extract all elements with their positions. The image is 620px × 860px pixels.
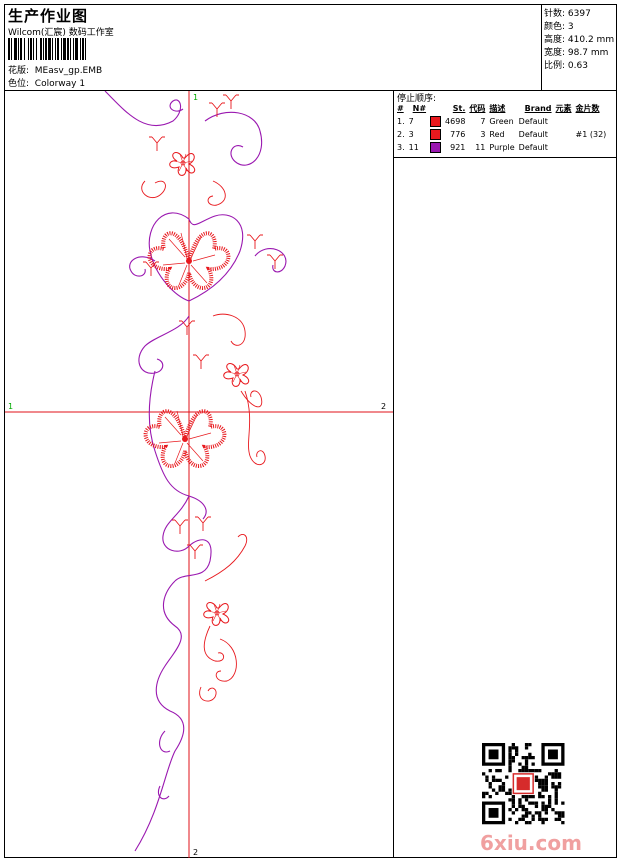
- col-description: 描述: [489, 104, 506, 113]
- main-divider: [393, 90, 394, 857]
- page-title: 生产作业图: [8, 7, 89, 25]
- design-file-label: 花版:: [8, 66, 30, 76]
- stat-scale: 比例: 0.63: [544, 58, 588, 71]
- sheet-header: 生产作业图 Wilcom(汇宸) 数码工作室 花版: MEasv_gp.EMB …: [5, 5, 616, 91]
- row-sequins: [574, 141, 609, 154]
- row-code: 3: [480, 130, 486, 139]
- qr-code: [482, 743, 565, 825]
- stop-sequence-title: 停止顺序:: [397, 94, 437, 104]
- flower-small-2: [223, 363, 250, 387]
- row-needle: 3: [408, 130, 414, 139]
- embroidery-preview: 1 1 2 2: [5, 91, 393, 858]
- sprig-3: [148, 136, 166, 152]
- stop-sequence-table: # N# St. 代码 描述 Brand 元素 金片数 1. 7 4698 7 Gree…: [395, 102, 608, 154]
- stat-width: 宽度: 98.7 mm: [544, 45, 608, 58]
- stat-stitches-value: 6397: [567, 9, 591, 19]
- sprig-1: [208, 102, 226, 118]
- colorway-value: Colorway 1: [34, 79, 86, 89]
- col-sequins: 金片数: [575, 104, 600, 113]
- purple-vine: [104, 91, 287, 852]
- stat-height-label: 高度:: [544, 35, 566, 45]
- color-swatch: [430, 129, 442, 140]
- stop-row: 3. 11 921 11 Purple Default: [395, 141, 608, 154]
- col-element: 元素: [555, 104, 572, 113]
- flower-small-1: [169, 152, 196, 176]
- row-stitches: 4698: [445, 117, 466, 126]
- row-swatch: [428, 141, 443, 154]
- stop-table-divider: [394, 157, 616, 158]
- stat-height-value: 410.2 mm: [567, 35, 615, 45]
- stop-row: 1. 7 4698 7 Green Default: [395, 115, 608, 128]
- col-needle: N#: [412, 104, 427, 113]
- design-stats: 针数: 6397 颜色: 3 高度: 410.2 mm 宽度: 98.7 mm …: [542, 5, 616, 90]
- row-index: 3.: [397, 143, 405, 152]
- sprig-7: [192, 354, 210, 370]
- row-index: 1.: [397, 117, 405, 126]
- sprig-8: [178, 320, 196, 336]
- row-swatch: [428, 128, 443, 141]
- barcode: [8, 38, 155, 60]
- stop-sequence-header: # N# St. 代码 描述 Brand 元素 金片数: [395, 102, 608, 115]
- row-description: Red: [489, 130, 505, 139]
- row-swatch: [428, 115, 443, 128]
- sprig-10: [194, 516, 212, 532]
- design-file: 花版: MEasv_gp.EMB: [8, 63, 102, 76]
- row-element: [554, 115, 574, 128]
- row-description: Purple: [489, 143, 515, 152]
- row-code: 7: [480, 117, 486, 126]
- stat-width-label: 宽度:: [544, 48, 566, 58]
- row-description: Green: [489, 117, 514, 126]
- row-sequins: [574, 115, 609, 128]
- row-element: [554, 128, 574, 141]
- axis-label-right: 2: [381, 402, 386, 411]
- sprig-9: [171, 519, 189, 535]
- axis-label-top: 1: [193, 93, 198, 102]
- flower-small-3: [203, 602, 230, 626]
- axis-label-left: 1: [8, 402, 13, 411]
- embroidery-design-svg: 1 1 2 2: [5, 91, 393, 858]
- sprig-2: [222, 94, 240, 110]
- col-index: #: [397, 104, 404, 113]
- red-embroidery: [141, 94, 284, 702]
- production-sheet: 生产作业图 Wilcom(汇宸) 数码工作室 花版: MEasv_gp.EMB …: [4, 4, 617, 858]
- header-info: 生产作业图 Wilcom(汇宸) 数码工作室 花版: MEasv_gp.EMB …: [5, 5, 542, 90]
- watermark: 6xiu.com: [480, 831, 582, 855]
- color-swatch: [430, 116, 442, 127]
- col-stitches: St.: [452, 104, 466, 113]
- col-code: 代码: [469, 104, 486, 113]
- stat-colors: 颜色: 3: [544, 19, 574, 32]
- colorway: 色位: Colorway 1: [8, 76, 85, 89]
- stat-colors-label: 颜色:: [544, 22, 566, 32]
- stat-colors-value: 3: [567, 22, 574, 32]
- col-brand: Brand: [524, 104, 552, 113]
- red-scrolls: [141, 180, 266, 702]
- studio-name: Wilcom(汇宸) 数码工作室: [8, 28, 114, 38]
- stat-stitches: 针数: 6397: [544, 6, 591, 19]
- row-sequins: #1 (32): [575, 130, 607, 139]
- row-brand: Default: [518, 143, 548, 152]
- row-brand: Default: [518, 117, 548, 126]
- stat-scale-value: 0.63: [567, 61, 588, 71]
- row-brand: Default: [518, 130, 548, 139]
- row-stitches: 921: [450, 143, 466, 152]
- stat-height: 高度: 410.2 mm: [544, 32, 614, 45]
- stat-stitches-label: 针数:: [544, 9, 566, 19]
- stop-row: 2. 3 776 3 Red Default #1 (32): [395, 128, 608, 141]
- row-stitches: 776: [450, 130, 466, 139]
- stop-sequence-panel: 停止顺序: # N# St. 代码 描述 Brand 元素 金片数 1. 7 469…: [394, 91, 616, 858]
- color-swatch: [430, 142, 442, 153]
- colorway-label: 色位:: [8, 79, 30, 89]
- row-code: 11: [475, 143, 486, 152]
- row-needle: 7: [408, 117, 414, 126]
- design-file-value: MEasv_gp.EMB: [34, 66, 103, 76]
- sprig-6: [266, 254, 284, 270]
- col-swatch: [428, 102, 443, 115]
- row-index: 2.: [397, 130, 405, 139]
- stat-width-value: 98.7 mm: [567, 48, 609, 58]
- axis-label-bottom: 2: [193, 848, 198, 857]
- stat-scale-label: 比例:: [544, 61, 566, 71]
- row-needle: 11: [408, 143, 419, 152]
- sprig-5: [246, 234, 264, 250]
- row-element: [554, 141, 574, 154]
